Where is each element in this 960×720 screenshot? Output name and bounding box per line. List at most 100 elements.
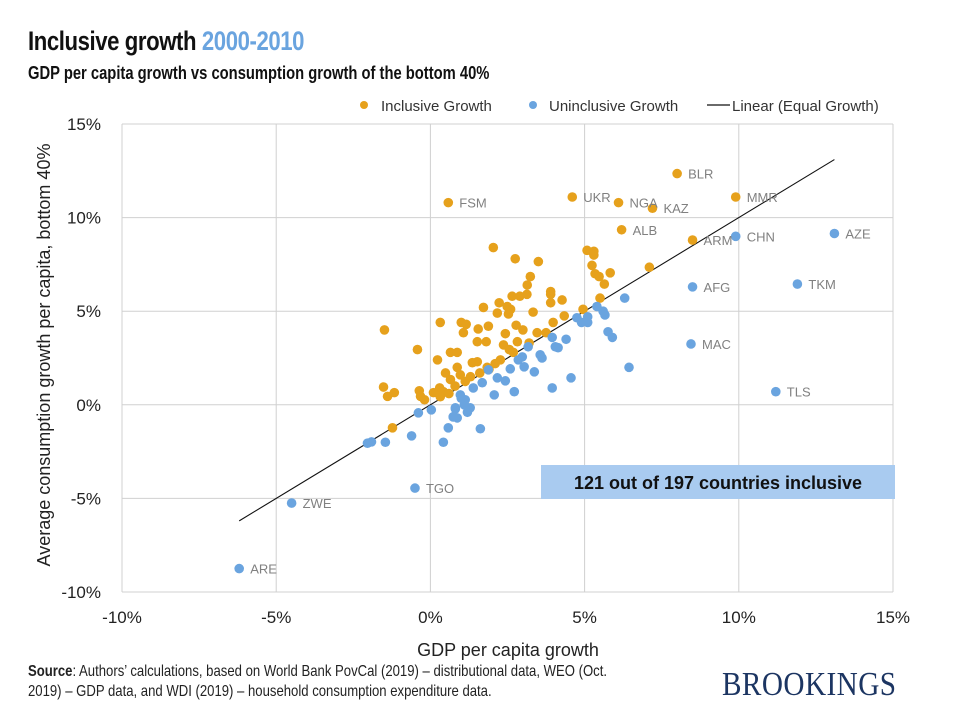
uninclusive-point (443, 423, 454, 433)
uninclusive-point (286, 498, 297, 508)
y-tick-label: -5% (71, 489, 101, 508)
source-text-1: : Authors’ calculations, based on World … (72, 663, 608, 680)
equal-growth-line (238, 159, 835, 522)
uninclusive-point (547, 383, 558, 393)
chart-title: Inclusive growth 2000-2010 (28, 26, 304, 57)
title-years: 2000-2010 (201, 26, 305, 56)
uninclusive-point (771, 386, 781, 397)
point-label-ukr: UKR (583, 190, 610, 205)
point-label-chn: CHN (747, 229, 775, 244)
inclusive-point (522, 280, 533, 290)
inclusive-point (613, 197, 624, 208)
axes: -10% -5% 0% 5% 10% 15% 15% 10% 5% 0% -5% -10% (61, 115, 910, 627)
y-tick-label: 5% (76, 302, 101, 321)
x-tick-label: -5% (261, 608, 291, 627)
inclusive-point (647, 203, 658, 214)
uninclusive-point (413, 408, 424, 418)
legend-inclusive-label: Inclusive Growth (381, 98, 492, 115)
y-tick-label: 0% (76, 396, 101, 415)
point-label-tkm: TKM (808, 277, 835, 292)
inclusive-point (443, 197, 454, 208)
equal-growth-trendline (238, 159, 835, 522)
inclusive-point (450, 381, 460, 391)
inclusive-point (478, 302, 489, 313)
grid-lines (121, 123, 894, 593)
point-label-afg: AFG (704, 280, 731, 295)
inclusive-point (559, 311, 570, 321)
uninclusive-point (462, 407, 473, 418)
uninclusive-point (483, 364, 494, 375)
brookings-logo: BROOKINGS (722, 666, 897, 703)
inclusive-point (435, 317, 446, 328)
inclusive-point (507, 291, 517, 302)
inclusive-point (412, 344, 423, 355)
uninclusive-point (582, 317, 593, 328)
point-label-zwe: ZWE (303, 496, 332, 511)
source-label: Source (28, 663, 73, 680)
title-text: Inclusive growth (28, 26, 197, 56)
inclusive-point (378, 382, 389, 392)
y-tick-label: 10% (67, 209, 101, 228)
annotation-text: 121 out of 197 countries inclusive (574, 473, 862, 493)
point-label-blr: BLR (688, 167, 713, 182)
source-note: Source: Authors’ calculations, based on … (28, 662, 607, 702)
inclusive-point (474, 368, 485, 378)
x-tick-label: 15% (876, 608, 910, 627)
inclusive-point (472, 336, 483, 347)
inclusive-point (730, 192, 741, 202)
point-label-are: ARE (250, 562, 277, 577)
uninclusive-point (561, 334, 571, 345)
inclusive-point (435, 391, 446, 402)
inclusive-point (500, 328, 511, 339)
inclusive-point (557, 295, 567, 305)
inclusive-point (461, 319, 471, 330)
data-points (234, 168, 840, 574)
point-label-mac: MAC (702, 337, 731, 352)
inclusive-point (445, 347, 456, 358)
inclusive-point (379, 325, 390, 335)
inclusive-point (533, 256, 544, 267)
inclusive-point (483, 321, 494, 331)
inclusive-point (522, 289, 532, 300)
inclusive-point (490, 358, 500, 369)
uninclusive-point (513, 355, 524, 365)
legend: Inclusive Growth Uninclusive Growth Line… (360, 98, 879, 115)
inclusive-point (440, 368, 451, 378)
uninclusive-point (468, 383, 479, 393)
inclusive-point (510, 253, 521, 264)
uninclusive-point (456, 393, 467, 404)
inclusive-point (472, 356, 483, 367)
inclusive-point (492, 308, 503, 318)
inclusive-point (587, 260, 597, 271)
inclusive-point (599, 279, 610, 289)
uninclusive-point (492, 373, 503, 383)
x-tick-label: 10% (722, 608, 756, 627)
source-text-2: 2019) – GDP data, and WDI (2019) – house… (28, 683, 492, 700)
uninclusive-point (553, 342, 563, 353)
uninclusive-point (448, 412, 459, 422)
point-label-alb: ALB (633, 223, 658, 238)
inclusive-point (545, 297, 556, 308)
uninclusive-point (829, 228, 840, 239)
inclusive-point (389, 387, 400, 398)
inclusive-point (452, 347, 463, 358)
annotation-box: 121 out of 197 countries inclusive (541, 465, 895, 499)
uninclusive-point (686, 339, 696, 349)
inclusive-point (532, 327, 542, 338)
uninclusive-point (489, 390, 500, 400)
uninclusive-point (426, 405, 437, 415)
inclusive-point (578, 304, 588, 315)
point-label-tls: TLS (787, 385, 811, 400)
inclusive-point (452, 362, 463, 373)
y-tick-label: -10% (61, 583, 101, 602)
uninclusive-point (523, 341, 533, 352)
inclusive-point (387, 423, 398, 433)
inclusive-point (444, 388, 454, 399)
legend-line-label: Linear (Equal Growth) (732, 98, 879, 115)
x-tick-label: 0% (418, 608, 443, 627)
y-axis-title: Average consumption growth per capita, b… (34, 144, 54, 567)
inclusive-point (503, 309, 514, 319)
point-label-aze: AZE (845, 227, 871, 242)
uninclusive-point (505, 364, 516, 374)
chart-subtitle: GDP per capita growth vs consumption gro… (28, 63, 490, 83)
